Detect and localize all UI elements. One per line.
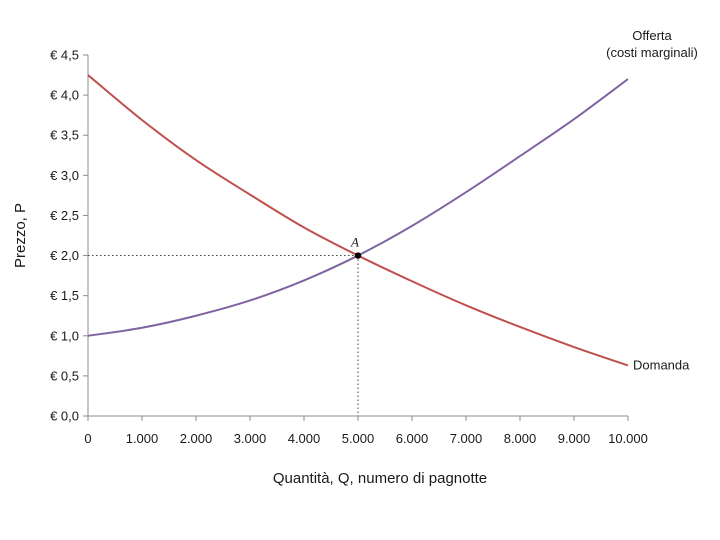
y-tick-label: € 0,5 [50,368,79,383]
y-tick-label: € 0,0 [50,409,79,424]
x-tick-label: 3.000 [234,431,267,446]
x-tick-label: 9.000 [558,431,591,446]
series-label-domanda: Domanda [633,357,690,372]
y-tick-label: € 4,0 [50,88,79,103]
equilibrium-guides [88,255,359,416]
x-tick-label: 2.000 [180,431,213,446]
x-tick-label: 8.000 [504,431,537,446]
equilibrium-label: A [350,235,359,250]
y-tick-label: € 2,0 [50,248,79,263]
x-axis-title: Quantità, Q, numero di pagnotte [273,470,487,487]
series-lines [87,74,629,367]
series-label-offerta: (costi marginali) [606,45,698,60]
x-tick-label: 7.000 [450,431,483,446]
x-tick-label: 10.000 [608,431,648,446]
y-tick-label: € 1,0 [50,328,79,343]
y-tick-label: € 2,5 [50,208,79,223]
y-axis-title: Prezzo, P [12,203,29,268]
x-tick-label: 5.000 [342,431,375,446]
y-tick-label: € 1,5 [50,288,79,303]
y-tick-label: € 4,5 [50,48,79,63]
equilibrium-point [354,252,362,259]
x-tick-label: 4.000 [288,431,321,446]
y-ticks: € 0,0 € 0,5 € 1,0 € 1,5 € 2,0 € 2,5 € 3,0 € 3,5… [50,48,88,424]
x-tick-label: 6.000 [396,431,429,446]
series-labels: Domanda Offerta (costi marginali) [606,28,698,372]
y-tick-label: € 3,0 [50,168,79,183]
series-line-offerta [87,78,629,337]
x-ticks: 0 1.000 2.000 3.000 4.000 5.000 6.000 7.000 8.00… [84,416,648,446]
series-line-domanda [87,74,629,367]
x-tick-label: 1.000 [126,431,159,446]
y-tick-label: € 3,5 [50,128,79,143]
x-tick-label: 0 [84,431,91,446]
series-label-offerta: Offerta [632,28,672,43]
